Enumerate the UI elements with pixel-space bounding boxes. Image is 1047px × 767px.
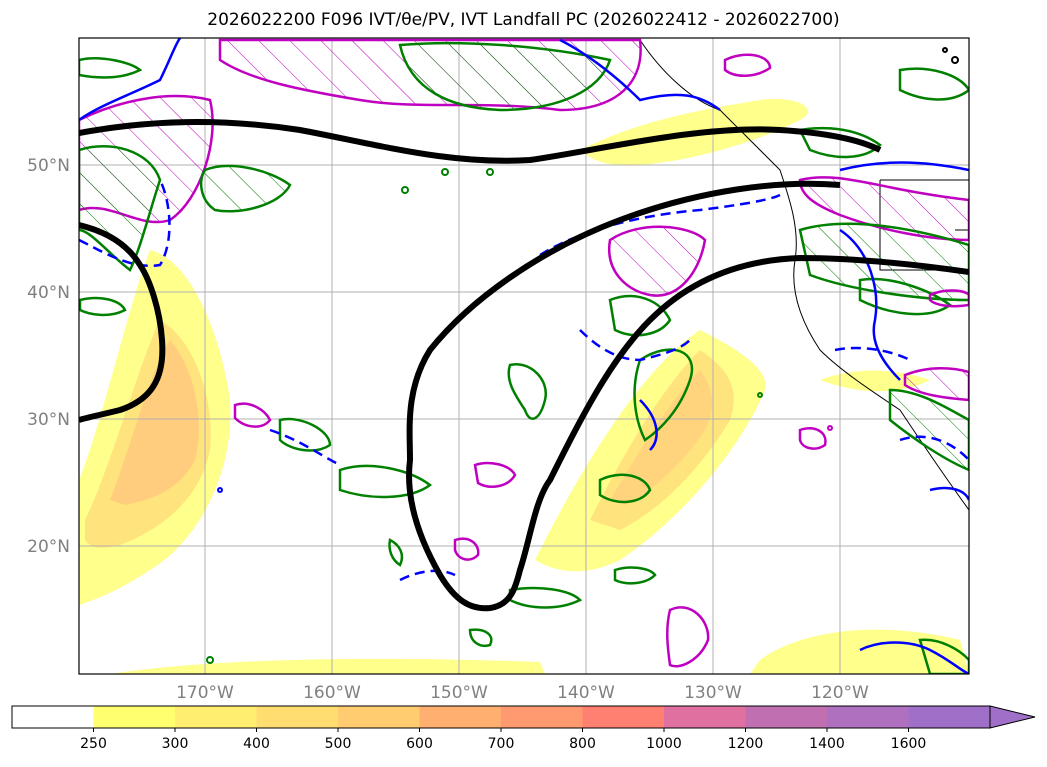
colorbar-label: 600 — [406, 736, 433, 752]
lat-label: 20°N — [27, 537, 70, 557]
colorbar-label: 400 — [243, 736, 270, 752]
scattered-contours — [206, 47, 959, 664]
lat-label: 50°N — [27, 156, 70, 176]
colorbar-segment — [745, 706, 828, 728]
colorbar-label: 500 — [325, 736, 352, 752]
map-title: 2026022200 F096 IVT/θe/PV, IVT Landfall … — [207, 10, 840, 30]
lon-label: 130°W — [684, 683, 742, 703]
colorbar-extend-arrow — [989, 705, 1036, 729]
colorbar-segment — [827, 706, 909, 728]
magenta-contours — [233, 53, 969, 668]
map-area — [79, 38, 969, 674]
lat-labels: 50°N 40°N 30°N 20°N — [27, 156, 70, 557]
colorbar-segment — [664, 706, 746, 728]
lon-label: 160°W — [303, 683, 361, 703]
colorbar-label: 300 — [162, 736, 189, 752]
colorbar: 250 300 400 500 600 700 800 1000 1200 1400 1600 — [11, 705, 1036, 752]
lat-label: 30°N — [27, 410, 70, 430]
colorbar-segment — [908, 706, 991, 728]
ivt-shading — [79, 99, 969, 674]
colorbar-segment — [256, 706, 339, 728]
lon-label: 170°W — [176, 683, 234, 703]
pv-contours-solid — [79, 38, 969, 674]
lon-label: 120°W — [811, 683, 869, 703]
colorbar-segment — [501, 706, 583, 728]
colorbar-segment — [419, 706, 502, 728]
colorbar-label: 1400 — [809, 736, 845, 752]
colorbar-label: 800 — [569, 736, 596, 752]
green-contours — [79, 57, 969, 674]
colorbar-segment — [338, 706, 420, 728]
colorbar-label: 1600 — [891, 736, 927, 752]
landfall-pc-contours — [79, 119, 969, 612]
colorbar-segment — [93, 706, 176, 728]
lon-labels: 170°W 160°W 150°W 140°W 130°W 120°W — [176, 683, 869, 703]
theta-e-hatched-regions — [79, 41, 969, 472]
map-frame — [78, 37, 970, 675]
colorbar-label: 1200 — [728, 736, 764, 752]
colorbar-label: 250 — [80, 736, 107, 752]
colorbar-segment — [175, 706, 257, 728]
colorbar-segment — [582, 706, 665, 728]
lon-label: 150°W — [430, 683, 488, 703]
colorbar-segment — [12, 706, 94, 728]
colorbar-label: 1000 — [646, 736, 682, 752]
lon-label: 140°W — [557, 683, 615, 703]
lat-label: 40°N — [27, 283, 70, 303]
colorbar-label: 700 — [488, 736, 515, 752]
